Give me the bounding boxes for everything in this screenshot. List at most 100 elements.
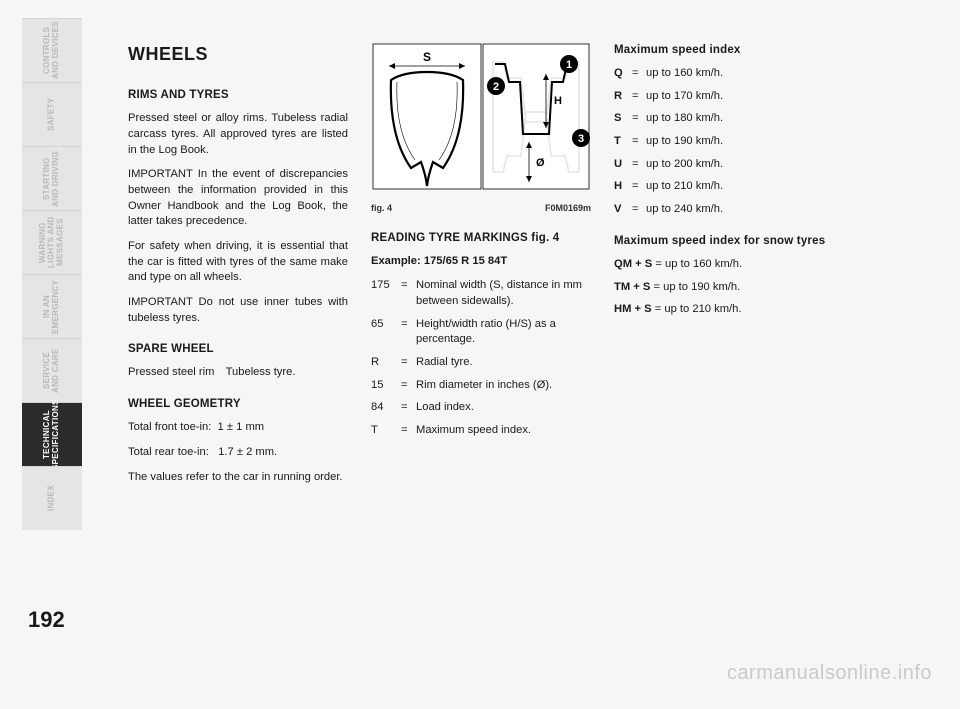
- speed-row: S = up to 180 km/h.: [614, 111, 834, 127]
- marking-row: R = Radial tyre.: [371, 355, 591, 371]
- svg-text:H: H: [554, 95, 562, 107]
- speed-desc: up to 240 km/h.: [646, 202, 834, 218]
- para-spare: Pressed steel rim Tubeless tyre.: [128, 365, 348, 381]
- example-label: Example: 175/65 R 15 84T: [371, 254, 591, 270]
- heading-max-speed: Maximum speed index: [614, 42, 834, 58]
- snow-row: HM + S = up to 210 km/h.: [614, 302, 834, 318]
- equals-sign: =: [401, 378, 416, 394]
- speed-row: V = up to 240 km/h.: [614, 202, 834, 218]
- column-1: WHEELS RIMS AND TYRES Pressed steel or a…: [128, 42, 348, 494]
- equals-sign: =: [632, 89, 646, 105]
- speed-code: S: [614, 111, 632, 127]
- snow-code: QM + S: [614, 258, 652, 270]
- tab-controls[interactable]: CONTROLSAND DEVICES: [22, 18, 82, 82]
- speed-desc: up to 200 km/h.: [646, 157, 834, 173]
- marking-row: 175 = Nominal width (S, distance in mm b…: [371, 278, 591, 309]
- tyre-diagram-icon: S 1 2 3: [371, 42, 591, 198]
- equals-sign: =: [632, 202, 646, 218]
- para-rims-2: IMPORTANT In the event of discrepancies …: [128, 167, 348, 230]
- marking-code: 84: [371, 400, 401, 416]
- marking-desc: Nominal width (S, distance in mm between…: [416, 278, 591, 309]
- marking-code: R: [371, 355, 401, 371]
- marking-desc: Maximum speed index.: [416, 423, 591, 439]
- marking-row: 84 = Load index.: [371, 400, 591, 416]
- figure-4: S 1 2 3: [371, 42, 591, 198]
- equals-sign: =: [401, 400, 416, 416]
- para-rims-4: IMPORTANT Do not use inner tubes with tu…: [128, 295, 348, 326]
- speed-row: U = up to 200 km/h.: [614, 157, 834, 173]
- heading-rims: RIMS AND TYRES: [128, 87, 348, 103]
- page-title: WHEELS: [128, 42, 348, 67]
- marking-code: 175: [371, 278, 401, 309]
- equals-sign: =: [632, 66, 646, 82]
- marking-desc: Height/width ratio (H/S) as a percentage…: [416, 317, 591, 348]
- marking-row: 15 = Rim diameter in inches (Ø).: [371, 378, 591, 394]
- page: CONTROLSAND DEVICES SAFETY STARTINGAND D…: [0, 0, 960, 709]
- speed-row: R = up to 170 km/h.: [614, 89, 834, 105]
- speed-code: Q: [614, 66, 632, 82]
- equals-sign: =: [632, 157, 646, 173]
- tab-starting[interactable]: STARTINGAND DRIVING: [22, 146, 82, 210]
- marking-code: 15: [371, 378, 401, 394]
- equals-sign: =: [401, 278, 416, 309]
- speed-desc: up to 160 km/h.: [646, 66, 834, 82]
- speed-row: Q = up to 160 km/h.: [614, 66, 834, 82]
- marking-desc: Load index.: [416, 400, 591, 416]
- equals-sign: =: [632, 111, 646, 127]
- speed-code: U: [614, 157, 632, 173]
- page-number: 192: [28, 607, 65, 633]
- watermark: carmanualsonline.info: [727, 662, 932, 685]
- svg-text:3: 3: [578, 133, 584, 145]
- marking-row: T = Maximum speed index.: [371, 423, 591, 439]
- snow-desc: = up to 160 km/h.: [652, 258, 742, 270]
- para-rims-1: Pressed steel or alloy rims. Tubeless ra…: [128, 111, 348, 158]
- speed-code: H: [614, 179, 632, 195]
- column-2: S 1 2 3: [371, 42, 591, 494]
- para-rims-3: For safety when driving, it is essential…: [128, 239, 348, 286]
- marking-code: 65: [371, 317, 401, 348]
- equals-sign: =: [632, 134, 646, 150]
- marking-row: 65 = Height/width ratio (H/S) as a perce…: [371, 317, 591, 348]
- marking-code: T: [371, 423, 401, 439]
- column-3: Maximum speed index Q = up to 160 km/h. …: [614, 42, 834, 494]
- svg-text:S: S: [423, 50, 431, 64]
- figure-caption: fig. 4 F0M0169m: [371, 202, 591, 215]
- svg-text:Ø: Ø: [536, 157, 545, 169]
- snow-row: QM + S = up to 160 km/h.: [614, 257, 834, 273]
- heading-snow: Maximum speed index for snow tyres: [614, 233, 834, 249]
- tab-technical[interactable]: TECHNICALSPECIFICATIONS: [22, 402, 82, 466]
- tab-warning[interactable]: WARNINGLIGHTS ANDMESSAGES: [22, 210, 82, 274]
- para-geom-2: Total rear toe-in: 1.7 ± 2 mm.: [128, 445, 348, 461]
- snow-code: HM + S: [614, 303, 652, 315]
- content-area: WHEELS RIMS AND TYRES Pressed steel or a…: [128, 42, 834, 494]
- speed-row: T = up to 190 km/h.: [614, 134, 834, 150]
- speed-code: R: [614, 89, 632, 105]
- speed-code: V: [614, 202, 632, 218]
- marking-desc: Rim diameter in inches (Ø).: [416, 378, 591, 394]
- heading-geometry: WHEEL GEOMETRY: [128, 396, 348, 412]
- tab-emergency[interactable]: IN ANEMERGENCY: [22, 274, 82, 338]
- tab-service[interactable]: SERVICEAND CARE: [22, 338, 82, 402]
- tab-safety[interactable]: SAFETY: [22, 82, 82, 146]
- para-geom-3: The values refer to the car in running o…: [128, 470, 348, 486]
- equals-sign: =: [401, 317, 416, 348]
- marking-desc: Radial tyre.: [416, 355, 591, 371]
- svg-text:2: 2: [493, 81, 499, 93]
- equals-sign: =: [632, 179, 646, 195]
- speed-desc: up to 170 km/h.: [646, 89, 834, 105]
- tab-index[interactable]: INDEX: [22, 466, 82, 530]
- para-geom-1: Total front toe-in: 1 ± 1 mm: [128, 420, 348, 436]
- speed-desc: up to 190 km/h.: [646, 134, 834, 150]
- svg-text:1: 1: [566, 59, 572, 71]
- equals-sign: =: [401, 423, 416, 439]
- figure-code: F0M0169m: [545, 202, 591, 215]
- speed-row: H = up to 210 km/h.: [614, 179, 834, 195]
- figure-number: fig. 4: [371, 202, 392, 215]
- snow-code: TM + S: [614, 281, 650, 293]
- equals-sign: =: [401, 355, 416, 371]
- sidebar-tabs: CONTROLSAND DEVICES SAFETY STARTINGAND D…: [22, 18, 82, 530]
- heading-reading: READING TYRE MARKINGS fig. 4: [371, 230, 591, 246]
- speed-desc: up to 180 km/h.: [646, 111, 834, 127]
- speed-code: T: [614, 134, 632, 150]
- snow-desc: = up to 190 km/h.: [650, 281, 740, 293]
